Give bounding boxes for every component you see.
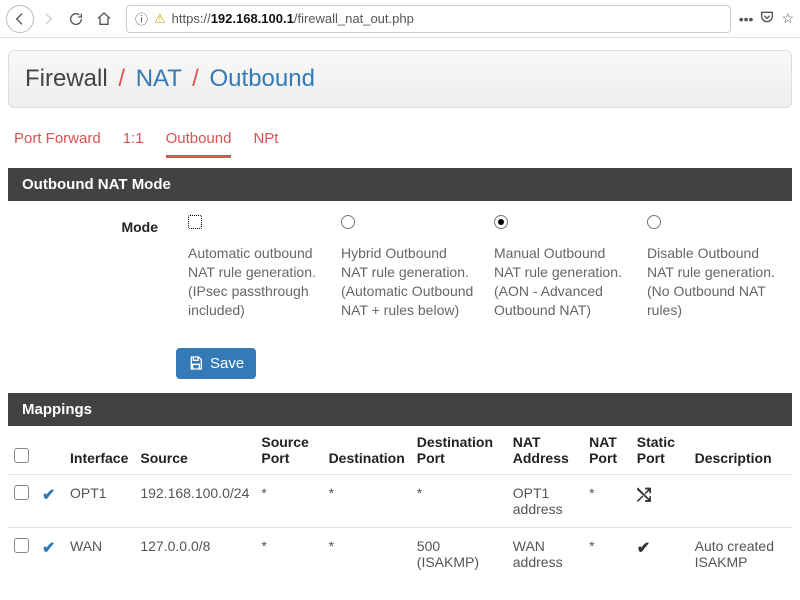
mode-desc: Manual Outbound NAT rule generation. (AO… — [494, 244, 629, 320]
cell-sport: * — [255, 527, 322, 580]
home-button[interactable] — [90, 5, 118, 33]
row-checkbox[interactable] — [14, 485, 29, 500]
mode-options: Automatic outbound NAT rule generation. … — [188, 215, 782, 320]
reload-button[interactable] — [62, 5, 90, 33]
table-row[interactable]: ✔ WAN 127.0.0.0/8 * * 500 (ISAKMP) WAN a… — [8, 527, 792, 580]
back-button[interactable] — [6, 5, 34, 33]
forward-button — [34, 5, 62, 33]
row-checkbox[interactable] — [14, 538, 29, 553]
browser-toolbar: ⓘ ⚠ https://192.168.100.1/firewall_nat_o… — [0, 0, 800, 38]
breadcrumb-sep: / — [118, 65, 125, 92]
url-bar[interactable]: ⓘ ⚠ https://192.168.100.1/firewall_nat_o… — [126, 5, 731, 33]
mode-panel-header: Outbound NAT Mode — [8, 168, 792, 201]
page-body: Firewall / NAT / Outbound Port Forward 1… — [0, 38, 800, 580]
tab-1-1[interactable]: 1:1 — [123, 130, 144, 158]
tab-port-forward[interactable]: Port Forward — [14, 130, 101, 158]
url-text: https://192.168.100.1/firewall_nat_out.p… — [172, 11, 414, 26]
col-interface: Interface — [64, 426, 134, 475]
save-button-label: Save — [210, 355, 244, 372]
cell-nataddr: OPT1 address — [507, 474, 583, 527]
cell-interface: WAN — [64, 527, 134, 580]
tab-npt[interactable]: NPt — [253, 130, 278, 158]
select-all-checkbox[interactable] — [14, 448, 29, 463]
mappings-header-row: Interface Source Source Port Destination… — [8, 426, 792, 475]
breadcrumb-sep: / — [192, 65, 199, 92]
mode-option-disable[interactable]: Disable Outbound NAT rule generation. (N… — [647, 215, 782, 320]
pocket-icon[interactable] — [759, 9, 775, 28]
mode-desc: Hybrid Outbound NAT rule generation. (Au… — [341, 244, 476, 320]
mode-label: Mode — [18, 215, 188, 320]
col-static-port: Static Port — [631, 426, 689, 475]
breadcrumb-part-firewall: Firewall — [25, 65, 108, 92]
mode-desc: Disable Outbound NAT rule generation. (N… — [647, 244, 782, 320]
cell-dest: * — [323, 474, 411, 527]
col-source-port: Source Port — [255, 426, 322, 475]
save-row: Save — [8, 348, 792, 379]
radio-disable[interactable] — [647, 215, 661, 229]
mode-panel-body: Mode Automatic outbound NAT rule generat… — [8, 201, 792, 338]
breadcrumb-part-outbound[interactable]: Outbound — [210, 65, 315, 92]
toolbar-right: ••• ☆ — [739, 9, 794, 28]
col-source: Source — [134, 426, 255, 475]
mode-option-automatic[interactable]: Automatic outbound NAT rule generation. … — [188, 215, 323, 320]
cell-dest: * — [323, 527, 411, 580]
breadcrumb: Firewall / NAT / Outbound — [8, 50, 792, 108]
meatball-icon[interactable]: ••• — [739, 11, 754, 27]
check-icon: ✔ — [637, 540, 650, 557]
cell-dport: * — [411, 474, 507, 527]
cell-interface: OPT1 — [64, 474, 134, 527]
cell-nataddr: WAN address — [507, 527, 583, 580]
info-icon: ⓘ — [135, 9, 148, 28]
mappings-table: Interface Source Source Port Destination… — [8, 426, 792, 580]
cell-desc: Auto created ISAKMP — [689, 527, 792, 580]
cell-natport: * — [583, 474, 631, 527]
enabled-check-icon: ✔ — [42, 540, 55, 557]
save-button[interactable]: Save — [176, 348, 256, 379]
shuffle-icon: ⤭ — [637, 485, 651, 505]
cell-desc — [689, 474, 792, 527]
cell-natport: * — [583, 527, 631, 580]
col-nat-addr: NAT Address — [507, 426, 583, 475]
cell-source: 127.0.0.0/8 — [134, 527, 255, 580]
star-icon[interactable]: ☆ — [781, 10, 794, 27]
col-description: Description — [689, 426, 792, 475]
mode-option-hybrid[interactable]: Hybrid Outbound NAT rule generation. (Au… — [341, 215, 476, 320]
col-nat-port: NAT Port — [583, 426, 631, 475]
tab-bar: Port Forward 1:1 Outbound NPt — [8, 130, 792, 158]
radio-manual[interactable] — [494, 215, 508, 229]
radio-automatic[interactable] — [188, 215, 202, 229]
breadcrumb-part-nat[interactable]: NAT — [136, 65, 182, 92]
mode-option-manual[interactable]: Manual Outbound NAT rule generation. (AO… — [494, 215, 629, 320]
radio-hybrid[interactable] — [341, 215, 355, 229]
cell-static: ⤭ — [631, 474, 689, 527]
enabled-check-icon: ✔ — [42, 487, 55, 504]
col-dest: Destination — [323, 426, 411, 475]
cell-static: ✔ — [631, 527, 689, 580]
save-icon — [188, 355, 204, 371]
tab-outbound[interactable]: Outbound — [166, 130, 232, 158]
mappings-panel-header: Mappings — [8, 393, 792, 426]
table-row[interactable]: ✔ OPT1 192.168.100.0/24 * * * OPT1 addre… — [8, 474, 792, 527]
lock-warning-icon: ⚠ — [154, 11, 166, 27]
cell-sport: * — [255, 474, 322, 527]
cell-dport: 500 (ISAKMP) — [411, 527, 507, 580]
mode-desc: Automatic outbound NAT rule generation. … — [188, 244, 323, 320]
cell-source: 192.168.100.0/24 — [134, 474, 255, 527]
col-dest-port: Destination Port — [411, 426, 507, 475]
